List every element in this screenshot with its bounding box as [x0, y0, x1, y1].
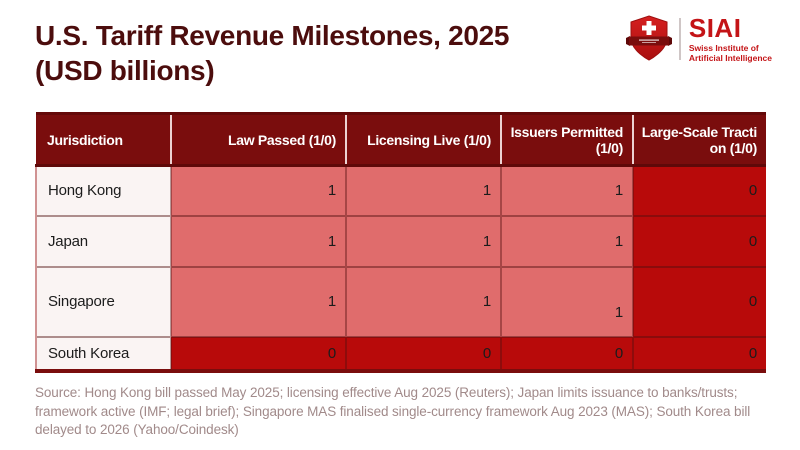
source-note: Source: Hong Kong bill passed May 2025; …	[35, 385, 751, 437]
shield-ribbon	[625, 36, 672, 46]
jurisdiction-cell: Hong Kong	[35, 165, 171, 216]
page-title-line1: U.S. Tariff Revenue Milestones, 2025	[35, 20, 510, 51]
value-cell: 0	[500, 335, 633, 371]
table-row-singapore: Singapore 1 1 1 0	[35, 265, 766, 337]
logo-subtitle-line2: Artificial Intelligence	[688, 52, 772, 63]
table-row-south-korea: South Korea 0 0 0 0	[35, 335, 766, 371]
value-cell: 1	[170, 165, 346, 216]
value-cell: 1	[170, 214, 346, 267]
milestones-table: Jurisdiction Law Passed (1/0) Licensing …	[35, 112, 766, 373]
column-header-jurisdiction: Jurisdiction	[36, 113, 171, 167]
brand-logo: SIAI Swiss Institute of Artificial Intel…	[625, 12, 772, 64]
value-cell: 1	[500, 165, 633, 216]
value-cell: 1	[345, 165, 501, 216]
siai-shield-icon	[625, 15, 672, 61]
logo-acronym: SIAI	[688, 12, 742, 43]
value-cell: 0	[170, 335, 346, 371]
column-header-large-scale-traction: Large-Scale Traction (1/0)	[632, 113, 766, 167]
jurisdiction-cell: Japan	[35, 214, 171, 267]
logo-subtitle: Swiss Institute of Artificial Intelligen…	[689, 43, 772, 63]
value-cell: 1	[500, 214, 633, 267]
value-cell: 0	[632, 335, 766, 371]
value-cell: 0	[632, 265, 766, 337]
value-cell: 1	[500, 265, 633, 337]
table-row-hong-kong: Hong Kong 1 1 1 0	[35, 165, 766, 216]
value-cell: 0	[632, 214, 766, 267]
logo-subtitle-line1: Swiss Institute of	[688, 42, 759, 53]
table-header-row: Jurisdiction Law Passed (1/0) Licensing …	[36, 113, 766, 167]
column-header-law-passed: Law Passed (1/0)	[170, 113, 346, 167]
logo-text: SIAI Swiss Institute of Artificial Intel…	[688, 12, 772, 63]
value-cell: 0	[345, 335, 501, 371]
logo-divider	[678, 18, 681, 60]
column-header-licensing-live: Licensing Live (1/0)	[345, 113, 501, 167]
swiss-cross-icon	[641, 21, 656, 35]
page-title: U.S. Tariff Revenue Milestones, 2025 (US…	[35, 18, 635, 88]
value-cell: 1	[170, 265, 346, 337]
value-cell: 1	[345, 214, 501, 267]
table-row-japan: Japan 1 1 1 0	[35, 214, 766, 267]
page-title-line2: (USD billions)	[35, 55, 215, 86]
column-header-issuers-permitted: Issuers Permitted (1/0)	[500, 113, 633, 167]
jurisdiction-cell: Singapore	[35, 265, 171, 337]
value-cell: 0	[632, 165, 766, 216]
value-cell: 1	[345, 265, 501, 337]
jurisdiction-cell: South Korea	[35, 335, 171, 371]
